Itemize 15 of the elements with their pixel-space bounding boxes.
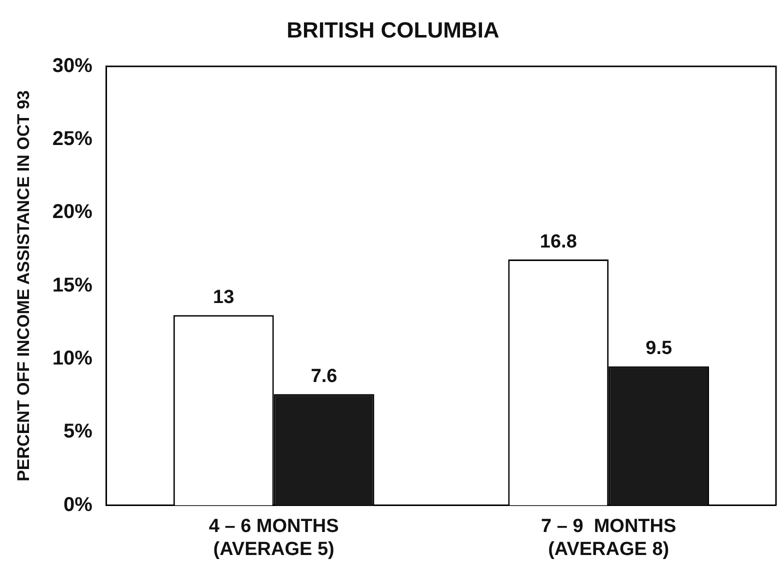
data-label: 16.8 [540,231,577,252]
y-tick-label: 20% [52,201,93,224]
y-tick-label: 0% [64,494,93,516]
y-tick-label: 15% [52,274,93,296]
y-tick-label: 5% [64,420,93,443]
x-tick-label: 7 – 9 MONTHS (AVERAGE 8) [541,516,676,560]
data-label: 7.6 [310,366,338,387]
y-tick-label: 30% [52,54,93,77]
x-tick-label: 4 – 6 MONTHS (AVERAGE 5) [208,516,339,560]
data-label: 13 [213,286,234,308]
y-axis-title: PERCENT OFF INCOME ASSISTANCE IN OCT 93 [14,90,33,482]
chart-title: BRITISH COLUMBIA [286,17,500,42]
data-label: 9.5 [646,338,672,360]
y-tick-label: 25% [52,128,93,150]
y-tick-label: 10% [52,348,93,370]
